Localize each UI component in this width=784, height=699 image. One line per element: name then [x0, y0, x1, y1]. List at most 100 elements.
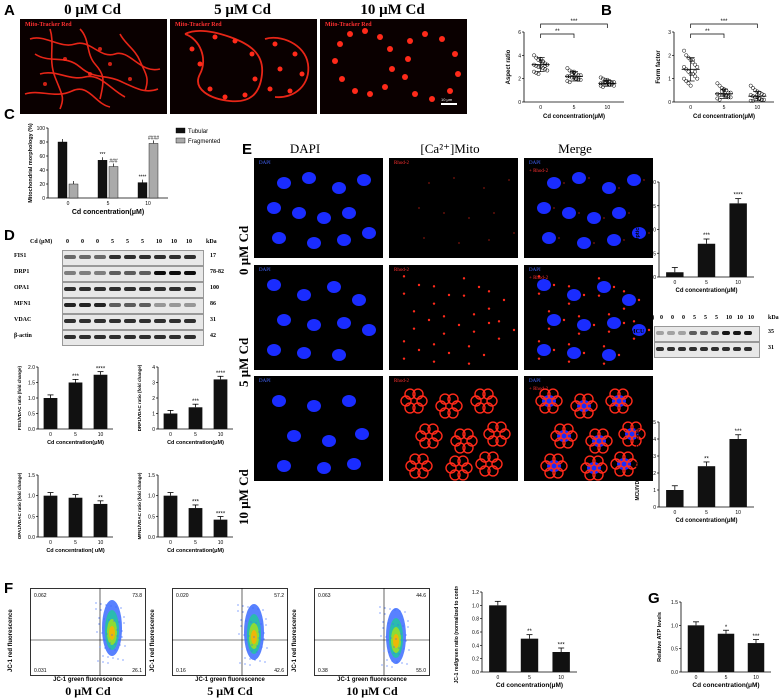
mito-calcium-spot: [417, 467, 429, 479]
x-tick-label: 0: [67, 201, 70, 207]
mito-calcium-spot: [442, 315, 446, 318]
event-dot: [96, 631, 98, 633]
y-tick-label: 4: [518, 53, 521, 59]
blot-band: [184, 287, 196, 291]
data-point: [717, 93, 722, 97]
bar: [137, 182, 148, 199]
event-dot: [123, 622, 125, 624]
blot-band: [109, 303, 121, 307]
nucleus: [362, 227, 376, 239]
nucleus: [362, 324, 376, 336]
mito-calcium-spot: [584, 455, 596, 467]
x-tick-label: 5: [74, 540, 77, 546]
col-title-ca-mito: [Ca²⁺]Mito: [420, 141, 480, 156]
quadrant-value: 73.8: [132, 593, 142, 599]
blot-kda-label: 17: [210, 253, 216, 259]
x-axis-label: Cd concentration(μM): [496, 682, 563, 689]
data-point: [726, 94, 731, 99]
mito-calcium-spot: [623, 239, 625, 241]
mito-calcium-spot: [622, 307, 626, 310]
confocal-image: DAPI + Rhod-2: [524, 265, 653, 370]
mito-calcium-spot: [617, 402, 629, 414]
blot-lane-label: 5: [693, 315, 696, 321]
mito-calcium-spot: [537, 357, 541, 360]
event-dot: [114, 643, 116, 645]
x-tick-label: 0: [169, 540, 172, 546]
y-axis-label: OPA1/VDAC ratio (fold change): [17, 472, 22, 539]
stain-label: Mito-Tracker Red: [25, 22, 72, 28]
y-tick-label: 0.5: [148, 514, 155, 520]
bar: [93, 374, 108, 429]
significance-label: **: [98, 496, 103, 502]
nucleus: [292, 207, 306, 219]
nucleus: [277, 314, 291, 326]
mito-calcium-spot: [467, 362, 471, 365]
bar: [213, 379, 228, 429]
blot-band: [184, 319, 196, 323]
blot-lane-label: 10: [737, 315, 743, 321]
bar: [68, 382, 83, 429]
blot-kda-label: 78-82: [210, 269, 224, 275]
nucleus: [602, 182, 616, 194]
data-point: [684, 53, 689, 58]
event-dot: [403, 648, 405, 650]
mito-calcium-spot: [427, 437, 439, 449]
x-tick-label: 0: [169, 432, 172, 438]
quadrant-value: 0.063: [318, 593, 331, 599]
y-tick-label: 0: [653, 275, 656, 281]
mito-calcium-spot: [582, 351, 586, 355]
event-dot: [248, 635, 250, 637]
channel-tag: Rhod-2: [394, 268, 409, 273]
mito-calcium-spot: [539, 388, 551, 400]
event-dot: [406, 663, 408, 665]
y-tick-label: 15: [650, 204, 656, 210]
mito-calcium-spot: [417, 453, 429, 465]
blot-kda-label: 86: [210, 301, 216, 307]
nucleus: [602, 349, 616, 361]
panel-d-western-blot: Cd (μM) 0 0 0 5 5 5 10 10 10 kDa FIS1 17 DRP1 78-82…: [10, 236, 232, 346]
data-point: [682, 65, 687, 69]
mito-calcium-spot: [472, 330, 476, 333]
blot-band: [94, 303, 106, 307]
blot-lane-label: 10: [726, 315, 732, 321]
significance-label: *: [725, 625, 728, 631]
legend-label: Tubular: [188, 129, 208, 135]
event-dot: [99, 646, 101, 648]
mito-calcium-spot: [409, 453, 421, 465]
blot-band: [139, 255, 151, 259]
channel-tag: DAPI: [259, 161, 271, 166]
mito-calcium-spot: [439, 393, 451, 405]
nucleus: [567, 289, 581, 301]
data-point: [695, 76, 700, 81]
significance-label: ****: [216, 511, 226, 517]
event-dot: [105, 604, 107, 606]
event-dot: [249, 658, 251, 660]
confocal-image: DAPI + Rhod-2: [524, 158, 653, 258]
data-point: [753, 95, 758, 100]
y-tick-label: 1: [152, 412, 155, 418]
event-dot: [389, 608, 391, 610]
density-region: [109, 626, 115, 640]
mito-calcium-spot: [449, 455, 461, 467]
event-dot: [98, 623, 100, 625]
data-point: [540, 66, 545, 71]
mito-calcium-spot: [487, 451, 499, 463]
blot-lane-label: 5: [141, 239, 144, 245]
x-tick-label: 5: [705, 510, 708, 516]
blot-lane-label: 5: [126, 239, 129, 245]
event-dot: [398, 647, 400, 649]
nucleus: [342, 395, 356, 407]
data-point: [761, 97, 766, 102]
quadrant-value: 0.020: [176, 593, 189, 599]
blot-band: [689, 331, 697, 335]
blot-kda-header: kDa: [206, 239, 217, 245]
event-dot: [246, 649, 248, 651]
bar-chart: 0.0 0.5 1.0 1.5 0 5 * 10 *** Cd concentration(μM)…: [657, 600, 771, 689]
data-point: [695, 65, 700, 69]
mito-calcium-spot: [628, 212, 630, 214]
data-point: [753, 88, 758, 93]
mito-calcium-spot: [547, 327, 551, 330]
data-point: [565, 79, 570, 83]
data-point: [600, 84, 605, 89]
nucleus: [327, 281, 341, 293]
